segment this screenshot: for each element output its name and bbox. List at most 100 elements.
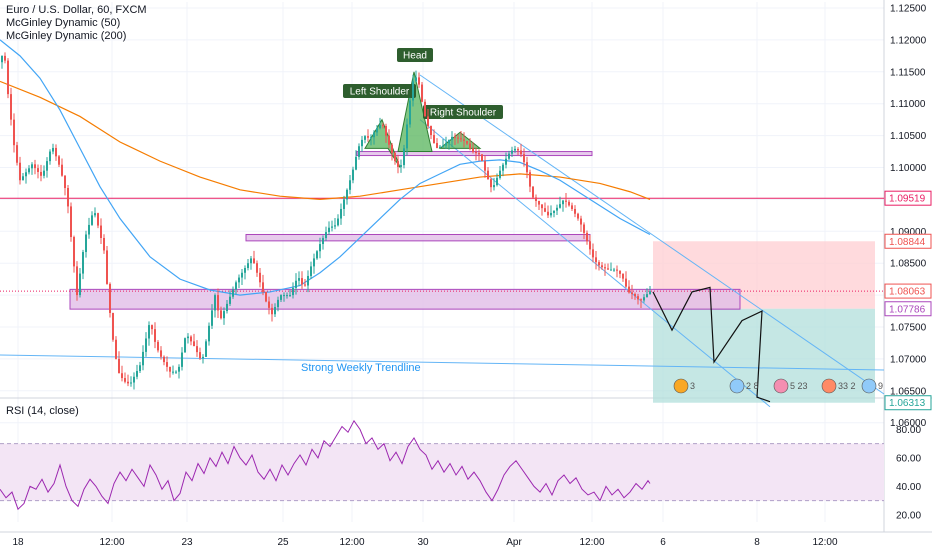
candle-body (604, 267, 606, 269)
candle-body (136, 371, 138, 377)
event-count: 5 23 (790, 381, 808, 391)
candle-body (595, 257, 597, 263)
candle-body (490, 179, 492, 188)
candle-body (625, 278, 627, 287)
candle-body (541, 204, 543, 209)
y-tick-label: 1.07500 (890, 323, 927, 334)
candle-body (400, 165, 402, 167)
candle-body (13, 119, 15, 146)
x-tick-label: 12:00 (812, 537, 837, 548)
price-label-text: 1.06313 (889, 398, 926, 409)
candle-body (586, 232, 588, 242)
candle-body (499, 170, 501, 178)
candle-body (511, 150, 513, 154)
candle-body (427, 116, 429, 127)
candle-body (481, 154, 483, 162)
candle-body (370, 137, 372, 139)
candle-body (124, 378, 126, 382)
candle-body (52, 147, 54, 152)
event-icon (729, 378, 745, 394)
price-label-box (884, 301, 932, 317)
price-label-text: 1.09519 (889, 194, 926, 205)
candle-body (334, 225, 336, 227)
candle-body (31, 164, 33, 169)
rsi-legend[interactable]: RSI (14, close) (6, 405, 79, 417)
candle-body (415, 77, 417, 82)
candle-body (358, 146, 360, 157)
candle-body (451, 136, 453, 140)
candle-body (97, 213, 99, 226)
candle-body (472, 148, 474, 152)
candle-body (121, 373, 123, 379)
candle-body (649, 291, 651, 295)
candle-body (250, 258, 252, 264)
candle-body (28, 168, 30, 173)
candle-body (469, 143, 471, 149)
candle-body (457, 137, 459, 139)
candle-body (352, 169, 354, 181)
price-label-text: 1.07786 (889, 304, 926, 315)
candle-body (493, 185, 495, 188)
candle-body (205, 341, 207, 357)
candle-body (385, 126, 387, 136)
candle-body (430, 126, 432, 136)
candle-body (298, 278, 300, 281)
zone-rect (356, 151, 593, 157)
candle-body (544, 208, 546, 212)
candle-body (484, 161, 486, 171)
zone-rect (245, 233, 591, 242)
candle-body (316, 251, 318, 259)
candle-body (103, 237, 105, 251)
candle-body (100, 225, 102, 238)
horizontal-levels (0, 197, 884, 292)
candle-body (508, 153, 510, 159)
symbol-legend[interactable]: Euro / U.S. Dollar, 60, FXCM (6, 4, 147, 16)
price-label-box (884, 190, 932, 206)
candle-body (568, 201, 570, 206)
candle-body (454, 136, 456, 138)
candle-body (403, 148, 405, 166)
candle-body (556, 207, 558, 211)
mcginley-200-legend[interactable]: McGinley Dynamic (200) (6, 30, 127, 42)
channel-lower-line (419, 119, 771, 408)
trendlines: Strong Weekly Trendline (0, 74, 885, 408)
candle-body (598, 262, 600, 266)
candle-body (610, 269, 612, 271)
candle-body (19, 162, 21, 181)
candle-body (157, 341, 159, 351)
candle-body (382, 124, 384, 127)
candle-body (583, 224, 585, 233)
moving-averages (0, 39, 651, 296)
candle-body (244, 267, 246, 273)
pattern-label-box (397, 48, 433, 62)
candle-body (193, 341, 195, 347)
candle-body (274, 307, 276, 315)
rsi-tick-label: 80.00 (896, 425, 921, 436)
candle-body (535, 197, 537, 201)
candle-body (64, 175, 66, 189)
weekly-trendline (0, 354, 885, 371)
candle-body (280, 295, 282, 300)
left-shoulder-label: Left Shoulder (350, 87, 410, 98)
candle-body (616, 269, 618, 271)
candle-body (364, 136, 366, 140)
candle-body (58, 156, 60, 165)
candle-body (466, 140, 468, 144)
candle-body (67, 188, 69, 207)
candle-body (487, 170, 489, 180)
candle-body (202, 356, 204, 359)
candle-body (142, 351, 144, 366)
candle-body (229, 296, 231, 304)
candle-body (133, 376, 135, 383)
candle-body (355, 156, 357, 170)
event-icon (821, 378, 837, 394)
candle-body (247, 263, 249, 268)
candle-body (1, 55, 3, 63)
mcginley-50-legend[interactable]: McGinley Dynamic (50) (6, 17, 121, 29)
y-tick-label: 1.11000 (890, 99, 926, 110)
candle-body (448, 139, 450, 144)
projected-path (652, 286, 771, 403)
price-label-box (884, 233, 932, 249)
candle-body (628, 286, 630, 293)
